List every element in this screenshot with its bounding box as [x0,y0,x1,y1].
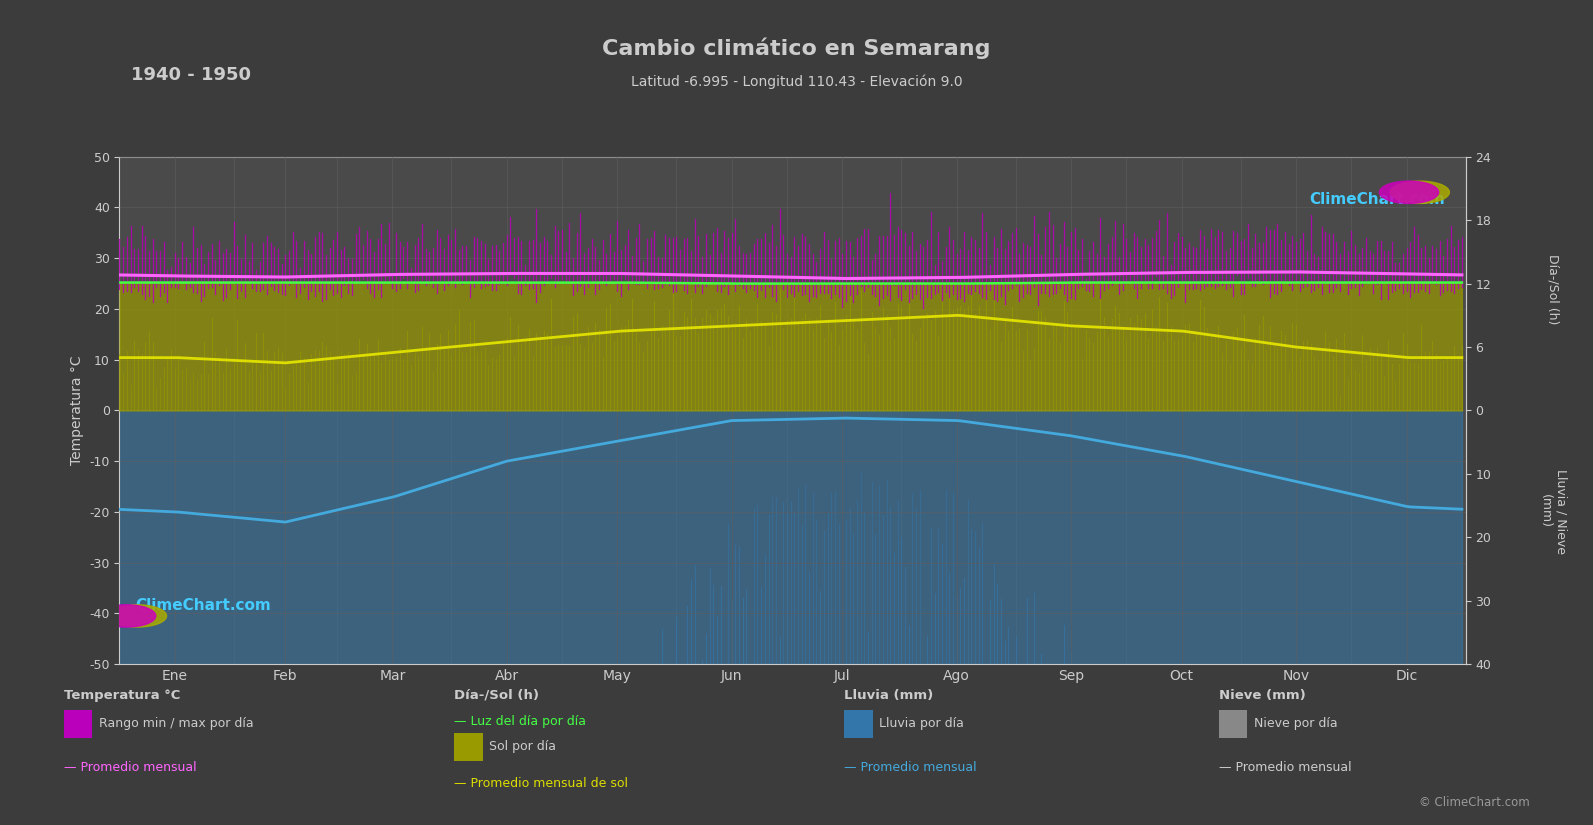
Circle shape [107,605,167,627]
Text: — Luz del día por día: — Luz del día por día [454,715,586,728]
Text: © ClimeChart.com: © ClimeChart.com [1418,795,1529,808]
Text: — Promedio mensual: — Promedio mensual [844,761,977,774]
Circle shape [1391,182,1450,204]
Text: Lluvia (mm): Lluvia (mm) [844,689,933,702]
Text: Rango min / max por día: Rango min / max por día [99,717,253,730]
Text: — Promedio mensual: — Promedio mensual [1219,761,1351,774]
Text: Nieve (mm): Nieve (mm) [1219,689,1305,702]
Text: Latitud -6.995 - Longitud 110.43 - Elevación 9.0: Latitud -6.995 - Longitud 110.43 - Eleva… [631,74,962,89]
Text: ClimeChart.com: ClimeChart.com [1309,192,1445,207]
Text: Sol por día: Sol por día [489,740,556,753]
Text: Día-/Sol (h): Día-/Sol (h) [454,689,538,702]
Text: Lluvia / Nieve
(mm): Lluvia / Nieve (mm) [1539,469,1568,554]
Y-axis label: Temperatura °C: Temperatura °C [70,356,84,465]
Text: Lluvia por día: Lluvia por día [879,717,964,730]
Text: — Promedio mensual: — Promedio mensual [64,761,196,774]
Circle shape [1380,182,1438,204]
Text: — Promedio mensual de sol: — Promedio mensual de sol [454,777,628,790]
Text: Día-/Sol (h): Día-/Sol (h) [1547,253,1560,324]
Circle shape [97,605,156,627]
Text: ClimeChart.com: ClimeChart.com [135,598,271,614]
Text: 1940 - 1950: 1940 - 1950 [131,66,250,84]
Text: Temperatura °C: Temperatura °C [64,689,180,702]
Text: Cambio climático en Semarang: Cambio climático en Semarang [602,37,991,59]
Text: Nieve por día: Nieve por día [1254,717,1337,730]
